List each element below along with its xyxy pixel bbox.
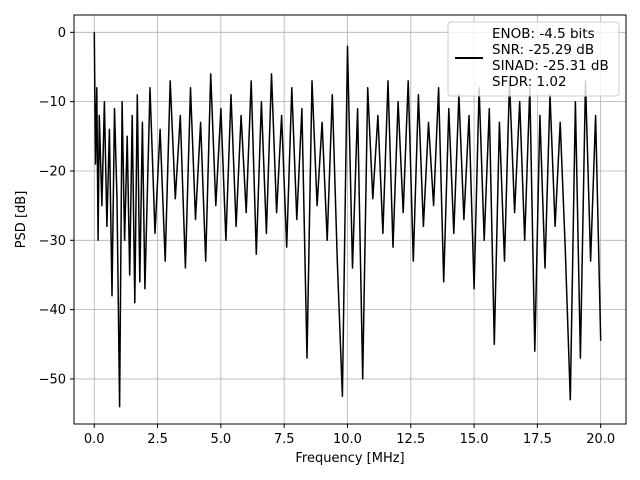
legend-box <box>447 21 620 97</box>
legend-label-line: SFDR: 1.02 <box>492 74 567 90</box>
y-tick-label: −10 <box>39 95 66 110</box>
psd-series-line <box>93 32 602 408</box>
y-axis-label: PSD [dB] <box>14 191 29 249</box>
plot-frame <box>73 14 627 425</box>
y-tick-label: −20 <box>39 164 66 179</box>
y-tick-label: 0 <box>58 26 66 41</box>
legend-label-line: SINAD: -25.31 dB <box>492 58 609 74</box>
x-tick-label: 20.0 <box>586 432 615 447</box>
series-layer <box>93 32 602 408</box>
x-tick-label: 7.5 <box>274 432 295 447</box>
y-tick-label: −30 <box>39 234 66 249</box>
x-tick-label: 2.5 <box>147 432 168 447</box>
legend: ENOB: -4.5 bits SNR: -25.29 dB SINAD: -2… <box>447 21 620 97</box>
x-tick-label: 10.0 <box>333 432 362 447</box>
legend-label-line: ENOB: -4.5 bits <box>492 26 595 42</box>
x-tick-label: 0.0 <box>84 432 105 447</box>
x-tick-label: 15.0 <box>460 432 489 447</box>
legend-label: ENOB: -4.5 bits SNR: -25.29 dB SINAD: -2… <box>492 26 613 90</box>
x-axis-ticks: 0.0 2.5 5.0 7.5 10.0 12.5 15.0 17.5 20.0 <box>84 424 615 447</box>
x-axis-label: Frequency [MHz] <box>295 451 404 466</box>
legend-label-line: SNR: -25.29 dB <box>492 42 594 58</box>
x-tick-label: 5.0 <box>211 432 232 447</box>
y-tick-label: −40 <box>39 303 66 318</box>
y-axis-ticks: 0 −10 −20 −30 −40 −50 <box>39 26 74 387</box>
y-tick-label: −50 <box>39 372 66 387</box>
x-tick-label: 17.5 <box>523 432 552 447</box>
x-tick-label: 12.5 <box>396 432 425 447</box>
